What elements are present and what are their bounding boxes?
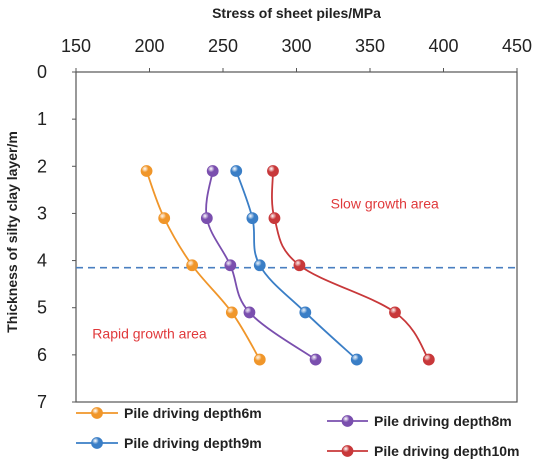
y-tick-label: 7 <box>37 392 47 412</box>
x-tick-label: 250 <box>208 36 238 56</box>
data-point <box>140 165 153 177</box>
data-point <box>186 259 199 272</box>
data-point <box>243 306 256 319</box>
legend-marker-4 <box>341 445 354 457</box>
data-point <box>253 259 266 272</box>
data-point <box>389 306 401 319</box>
annotation-rapid-growth: Rapid growth area <box>92 325 207 341</box>
x-axis-title: Stress of sheet piles/MPa <box>212 5 381 21</box>
x-tick-label: 400 <box>428 36 458 56</box>
data-point <box>267 165 279 177</box>
x-tick-label: 450 <box>502 36 532 56</box>
data-point <box>350 353 363 366</box>
legend-marker-2 <box>341 415 354 427</box>
legend-marker-1 <box>91 407 103 419</box>
data-point <box>253 353 266 366</box>
data-point <box>299 306 312 319</box>
data-point <box>224 259 237 272</box>
data-point <box>422 353 435 366</box>
y-tick-label: 2 <box>37 156 47 176</box>
data-point <box>230 165 243 177</box>
legend-label-3: Pile driving depth9m <box>124 435 262 451</box>
y-tick-label: 6 <box>37 345 47 365</box>
legend-label-4: Pile driving depth10m <box>374 443 519 459</box>
data-point <box>268 212 281 225</box>
legend-label-2: Pile driving depth8m <box>374 413 512 429</box>
y-axis-title: Thickness of silty clay layer/m <box>4 131 20 333</box>
x-tick-label: 200 <box>134 36 164 56</box>
y-tick-label: 5 <box>37 298 47 318</box>
data-point <box>206 165 219 177</box>
x-tick-label: 150 <box>61 36 91 56</box>
plot-frame <box>75 71 518 403</box>
x-tick-label: 350 <box>355 36 385 56</box>
y-tick-label: 3 <box>37 203 47 223</box>
x-tick-label: 300 <box>281 36 311 56</box>
annotation-slow-growth: Slow growth area <box>331 196 439 212</box>
legend-marker-3 <box>91 437 103 449</box>
data-point <box>225 306 238 319</box>
data-point <box>200 212 213 225</box>
data-point <box>293 259 306 272</box>
y-tick-label: 1 <box>37 109 47 129</box>
data-point <box>246 212 259 225</box>
data-point <box>158 212 171 225</box>
y-tick-label: 4 <box>37 251 47 271</box>
y-tick-label: 0 <box>37 62 47 82</box>
data-point <box>309 353 322 366</box>
legend-label-1: Pile driving depth6m <box>124 405 262 421</box>
